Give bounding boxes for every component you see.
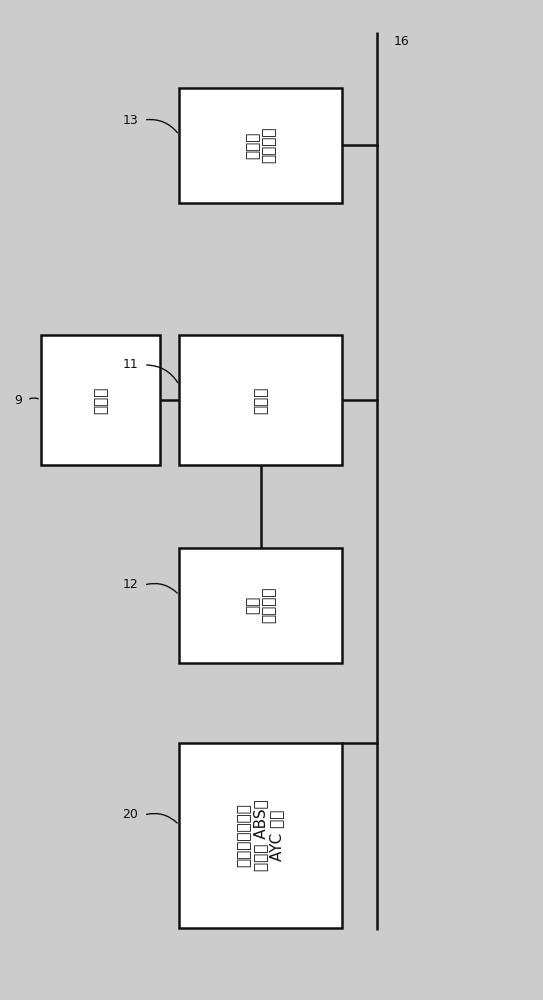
Text: AYC 等）: AYC 等） (269, 809, 285, 861)
Text: 模式: 模式 (245, 596, 260, 614)
Bar (179, 742, 342, 928)
Text: （例如 ABS，: （例如 ABS， (253, 799, 268, 871)
Bar (179, 335, 342, 465)
Bar (41, 335, 160, 465)
Text: 控制装置: 控制装置 (261, 587, 276, 623)
Bar (179, 88, 342, 202)
Text: 控制单元: 控制单元 (261, 127, 276, 163)
Text: 20: 20 (123, 808, 138, 822)
Text: 联轴器: 联轴器 (93, 386, 108, 414)
Text: 计算机: 计算机 (253, 386, 268, 414)
Bar (179, 548, 342, 662)
Text: 16: 16 (394, 35, 409, 48)
Text: 11: 11 (123, 359, 138, 371)
Text: 12: 12 (123, 578, 138, 591)
Text: 9: 9 (14, 393, 22, 406)
Text: 发动机: 发动机 (245, 131, 260, 159)
Text: 车辆的其余部分: 车辆的其余部分 (237, 803, 252, 867)
Text: 13: 13 (123, 113, 138, 126)
